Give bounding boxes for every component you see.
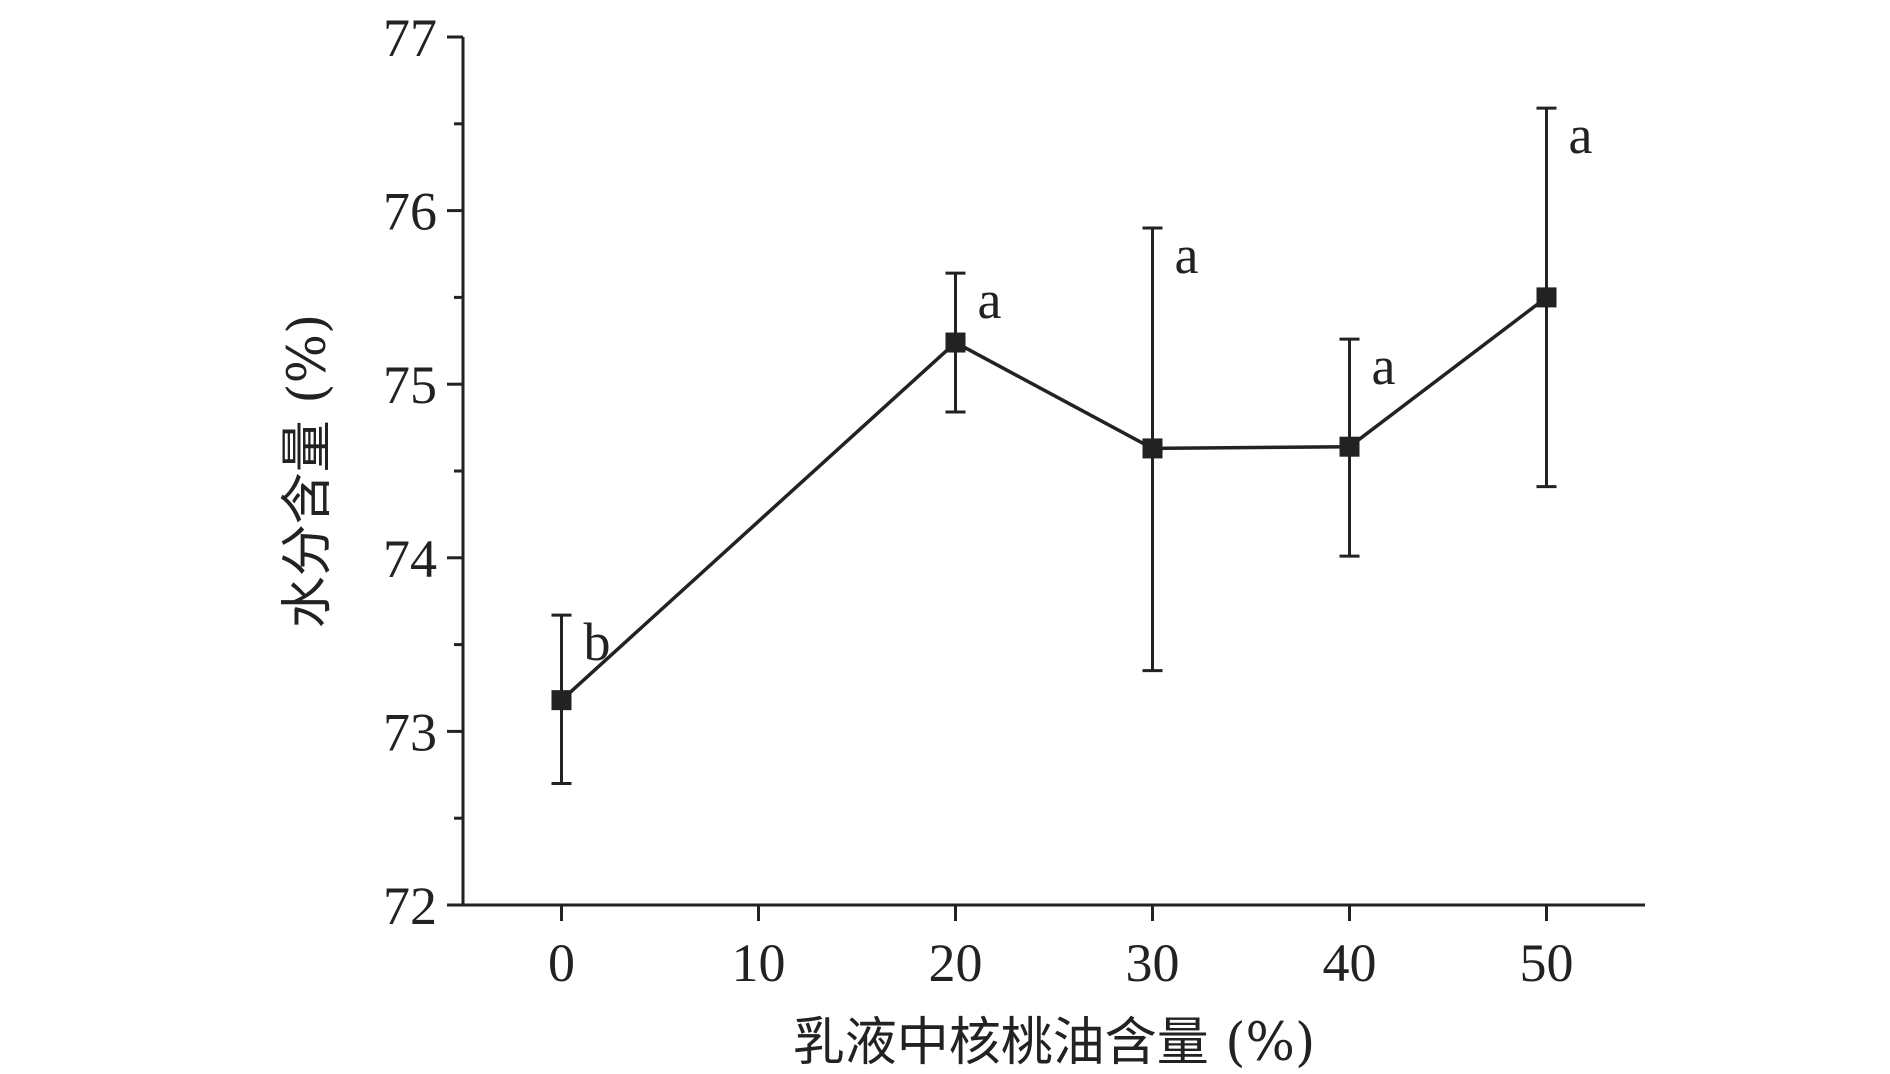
significance-label: a xyxy=(1372,336,1396,396)
data-point-marker xyxy=(1142,438,1163,459)
y-tick-label: 77 xyxy=(383,8,437,68)
data-point-marker xyxy=(945,332,966,353)
y-tick-label: 76 xyxy=(383,182,437,242)
data-point-marker xyxy=(1536,287,1557,308)
y-axis-title: 水分含量 (%) xyxy=(278,314,338,629)
x-tick-label: 40 xyxy=(1323,933,1377,993)
significance-label: a xyxy=(1175,225,1199,285)
y-tick-label: 75 xyxy=(383,355,437,415)
data-point-marker xyxy=(1339,436,1360,457)
significance-label: a xyxy=(1569,105,1593,165)
x-tick-label: 20 xyxy=(929,933,983,993)
data-point-marker xyxy=(551,690,572,711)
y-tick-label: 74 xyxy=(383,529,437,589)
x-tick-label: 10 xyxy=(732,933,786,993)
significance-label: b xyxy=(584,612,611,672)
x-tick-label: 30 xyxy=(1126,933,1180,993)
y-tick-label: 72 xyxy=(383,876,437,936)
significance-label: a xyxy=(978,270,1002,330)
tick-labels: 72 73 74 75 76 77 0 10 20 30 40 50 xyxy=(383,8,1574,993)
series-line xyxy=(560,296,1548,702)
x-tick-label: 0 xyxy=(548,933,575,993)
y-tick-label: 73 xyxy=(383,702,437,762)
ticks xyxy=(447,35,1548,921)
axes xyxy=(461,37,1645,907)
x-tick-label: 50 xyxy=(1520,933,1574,993)
x-axis-title: 乳液中核桃油含量 (%) xyxy=(793,1013,1316,1073)
plot-area: b a a a a xyxy=(551,105,1593,785)
